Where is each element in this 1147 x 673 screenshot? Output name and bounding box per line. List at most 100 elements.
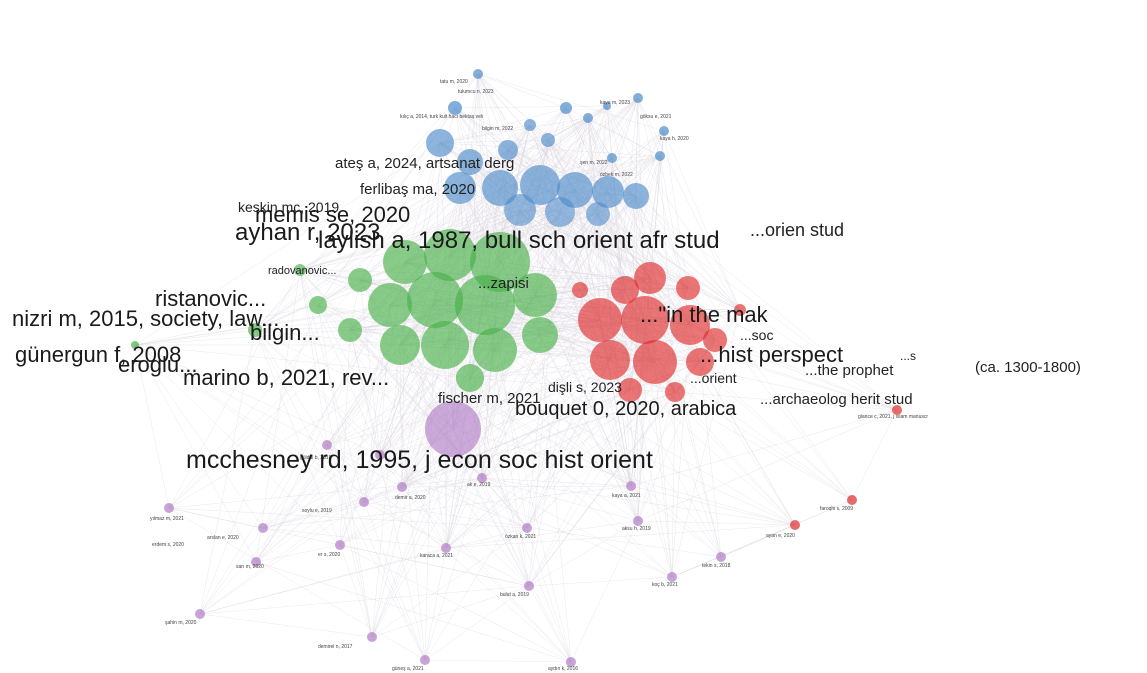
- node[interactable]: [634, 262, 666, 294]
- node[interactable]: [457, 149, 483, 175]
- node[interactable]: [566, 657, 576, 667]
- node[interactable]: [294, 264, 306, 276]
- node[interactable]: [397, 482, 407, 492]
- node[interactable]: [586, 202, 610, 226]
- edge: [168, 507, 426, 661]
- node[interactable]: [734, 304, 746, 316]
- node[interactable]: [513, 273, 557, 317]
- node[interactable]: [375, 450, 385, 460]
- edge: [481, 477, 796, 526]
- node[interactable]: [520, 165, 560, 205]
- node[interactable]: [258, 523, 268, 533]
- node[interactable]: [131, 341, 139, 349]
- node[interactable]: [504, 194, 536, 226]
- node[interactable]: [541, 133, 555, 147]
- node[interactable]: [367, 632, 377, 642]
- node[interactable]: [407, 272, 463, 328]
- node[interactable]: [572, 282, 588, 298]
- edge: [254, 329, 401, 346]
- node[interactable]: [421, 321, 469, 369]
- node[interactable]: [383, 240, 427, 284]
- node[interactable]: [335, 540, 345, 550]
- node[interactable]: [251, 557, 261, 567]
- edge: [445, 359, 611, 549]
- node[interactable]: [164, 503, 174, 513]
- node[interactable]: [667, 572, 677, 582]
- node[interactable]: [611, 276, 639, 304]
- edge: [481, 391, 676, 479]
- edge: [481, 477, 530, 587]
- edge: [481, 359, 611, 479]
- node-label: (ca. 1300-1800): [975, 359, 1081, 376]
- edge: [254, 161, 471, 331]
- node[interactable]: [545, 197, 575, 227]
- node[interactable]: [473, 328, 517, 372]
- node[interactable]: [348, 268, 372, 292]
- edge: [469, 73, 479, 163]
- node[interactable]: [444, 172, 476, 204]
- node[interactable]: [368, 283, 412, 327]
- node[interactable]: [425, 401, 481, 457]
- node[interactable]: [578, 298, 622, 342]
- edge: [469, 377, 530, 587]
- node[interactable]: [420, 655, 430, 665]
- edge: [714, 339, 898, 411]
- node[interactable]: [498, 140, 518, 160]
- node[interactable]: [892, 405, 902, 415]
- node[interactable]: [633, 340, 677, 384]
- node[interactable]: [524, 581, 534, 591]
- node[interactable]: [359, 497, 369, 507]
- node[interactable]: [603, 102, 611, 110]
- node[interactable]: [522, 317, 558, 353]
- node[interactable]: [633, 516, 643, 526]
- node[interactable]: [473, 69, 483, 79]
- node[interactable]: [618, 378, 642, 402]
- node[interactable]: [703, 328, 727, 352]
- edge: [528, 391, 676, 587]
- node[interactable]: [592, 176, 624, 208]
- node[interactable]: [524, 119, 536, 131]
- node[interactable]: [424, 229, 476, 281]
- edge: [371, 334, 541, 638]
- node[interactable]: [455, 275, 515, 335]
- node[interactable]: [607, 153, 617, 163]
- node[interactable]: [716, 552, 726, 562]
- edge: [528, 585, 572, 663]
- node-label: kaya h, 2020: [660, 136, 689, 142]
- node[interactable]: [621, 296, 669, 344]
- node[interactable]: [522, 523, 532, 533]
- node[interactable]: [623, 183, 649, 209]
- node[interactable]: [659, 126, 669, 136]
- node[interactable]: [633, 93, 643, 103]
- node[interactable]: [560, 102, 572, 114]
- node[interactable]: [248, 323, 262, 337]
- node[interactable]: [655, 151, 665, 161]
- node[interactable]: [670, 305, 710, 345]
- node[interactable]: [686, 348, 714, 376]
- node[interactable]: [456, 364, 484, 392]
- node[interactable]: [482, 170, 518, 206]
- edge: [663, 130, 689, 289]
- edge: [254, 329, 365, 503]
- edge: [439, 124, 531, 144]
- node[interactable]: [448, 101, 462, 115]
- edge: [134, 329, 256, 346]
- node[interactable]: [477, 473, 487, 483]
- node[interactable]: [590, 340, 630, 380]
- node[interactable]: [441, 543, 451, 553]
- edge: [424, 585, 530, 661]
- edge: [168, 279, 361, 509]
- node[interactable]: [309, 296, 327, 314]
- edge: [379, 211, 561, 456]
- node[interactable]: [195, 609, 205, 619]
- node[interactable]: [847, 495, 857, 505]
- node[interactable]: [426, 129, 454, 157]
- node[interactable]: [322, 440, 332, 450]
- node[interactable]: [665, 382, 685, 402]
- node[interactable]: [626, 481, 636, 491]
- node[interactable]: [338, 318, 362, 342]
- node[interactable]: [380, 325, 420, 365]
- node[interactable]: [790, 520, 800, 530]
- node[interactable]: [583, 113, 593, 123]
- node[interactable]: [676, 276, 700, 300]
